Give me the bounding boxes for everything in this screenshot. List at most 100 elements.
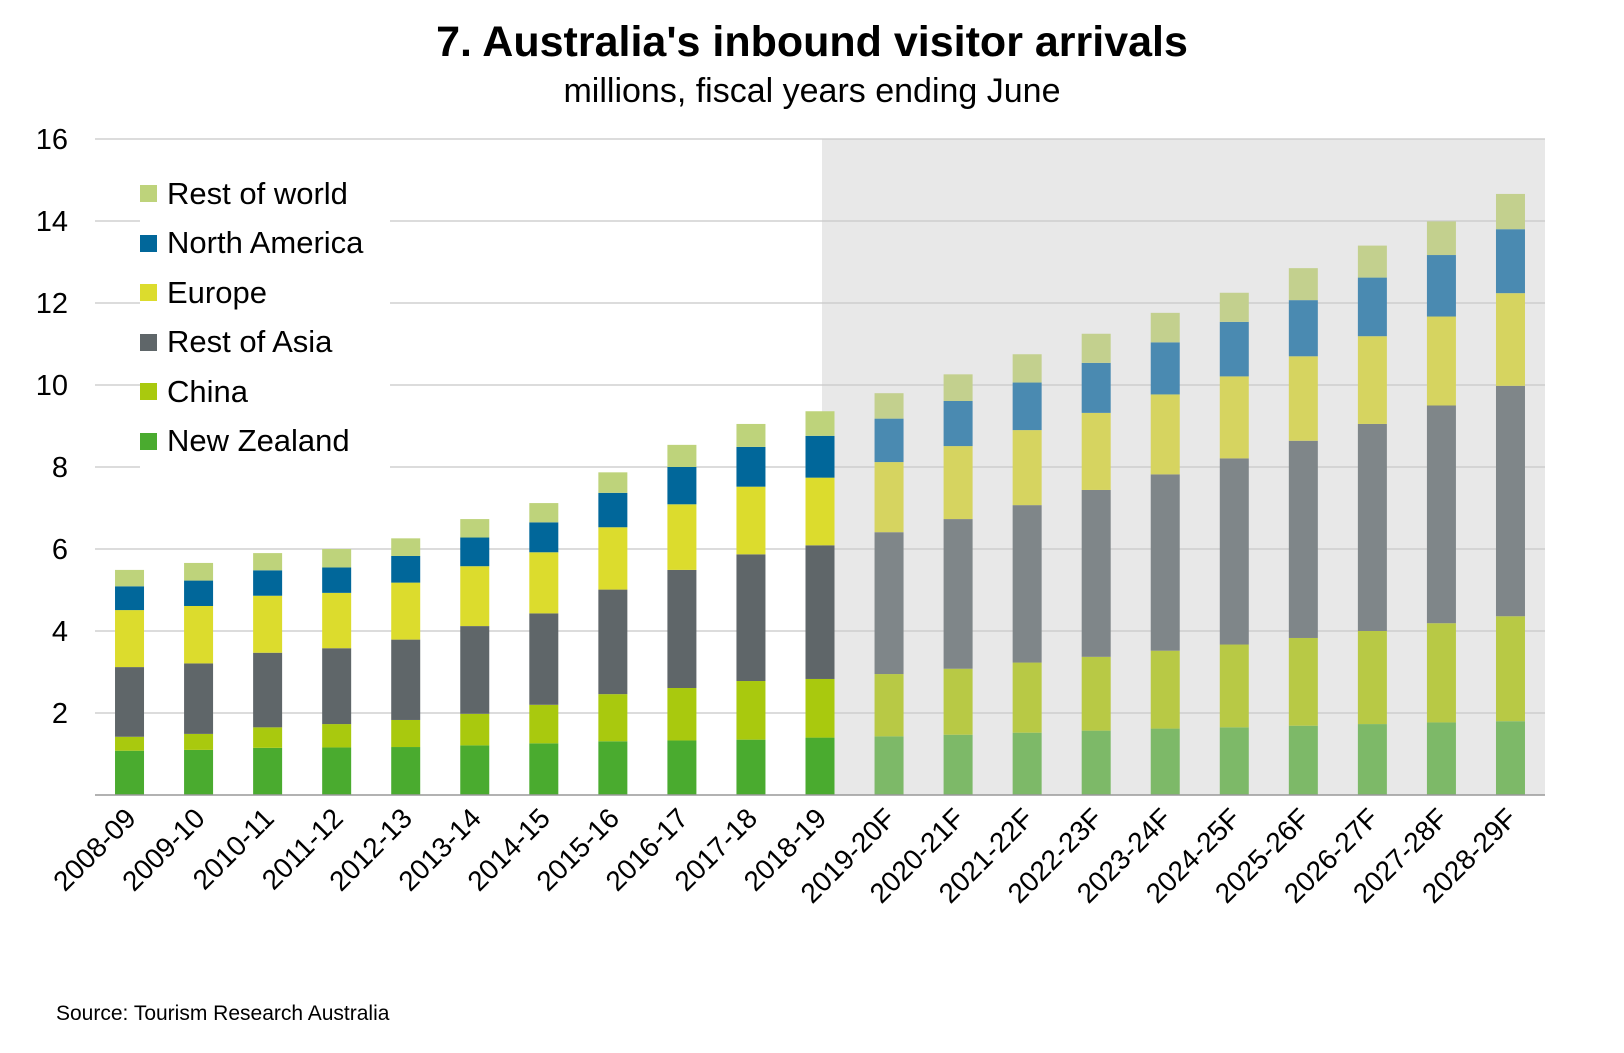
bar-segment-rest-of-world (1150, 312, 1180, 343)
bar-segment-china (667, 687, 697, 741)
legend: Rest of world North America Europe Rest of … (140, 165, 390, 470)
bar-segment-europe (529, 552, 559, 614)
bar-segment-rest-of-world (1219, 292, 1249, 322)
bar-segment-europe (460, 566, 490, 627)
y-tick-label: 2 (52, 698, 68, 730)
bar-segment-rest-of-asia (322, 648, 352, 725)
bar-segment-rest-of-asia (598, 589, 628, 695)
bar-segment-north-america (736, 446, 766, 487)
legend-label: New Zealand (167, 423, 350, 459)
bar-segment-rest-of-world (736, 423, 766, 447)
bar-segment-north-america (667, 467, 697, 505)
bar-segment-new-zealand (736, 739, 766, 795)
bar-segment-china (1357, 631, 1387, 725)
bar-segment-china (1288, 637, 1318, 726)
bar-segment-rest-of-world (253, 553, 283, 571)
bar-segment-china (736, 681, 766, 740)
bar-segment-rest-of-world (1495, 193, 1525, 230)
bar-segment-new-zealand (115, 750, 145, 795)
bar-segment-rest-of-world (1357, 245, 1387, 278)
y-tick-label: 10 (36, 370, 68, 402)
legend-item: New Zealand (140, 417, 390, 467)
legend-swatch (140, 383, 157, 401)
bar-segment-new-zealand (1357, 724, 1387, 795)
bar-segment-rest-of-world (529, 503, 559, 523)
bar-segment-north-america (253, 570, 283, 596)
bar-segment-north-america (598, 492, 628, 528)
bar-segment-new-zealand (460, 745, 490, 795)
bar-segment-new-zealand (391, 747, 421, 795)
bar-segment-rest-of-asia (115, 667, 145, 737)
bar-segment-rest-of-asia (667, 569, 697, 688)
bar-segment-rest-of-world (667, 444, 697, 467)
bar-segment-new-zealand (322, 747, 352, 795)
bar-segment-new-zealand (1012, 732, 1042, 795)
chart-title: 7. Australia's inbound visitor arrivals (436, 18, 1188, 66)
bar-segment-new-zealand (805, 737, 835, 795)
bar-segment-rest-of-world (1081, 333, 1111, 363)
bar-segment-north-america (805, 435, 835, 478)
bar-segment-china (874, 674, 904, 737)
bar-segment-rest-of-asia (874, 532, 904, 675)
bar-segment-rest-of-asia (529, 613, 559, 705)
legend-label: Rest of Asia (167, 324, 333, 360)
bar-segment-europe (1150, 394, 1180, 475)
legend-item: China (140, 367, 390, 417)
bar-segment-rest-of-asia (1495, 385, 1525, 617)
bar-segment-north-america (322, 567, 352, 593)
bar-segment-china (1081, 656, 1111, 731)
bar-segment-north-america (1081, 362, 1111, 413)
bar-segment-china (529, 704, 559, 744)
bar-segment-rest-of-world (805, 411, 835, 436)
bar-segment-rest-of-asia (1357, 423, 1387, 631)
bar-segment-north-america (1219, 321, 1249, 377)
bar-segment-europe (805, 477, 835, 546)
bar-segment-china (391, 719, 421, 748)
bar-segment-north-america (874, 418, 904, 463)
bar-segment-rest-of-world (943, 374, 973, 401)
y-tick-label: 4 (52, 616, 68, 648)
bar-segment-north-america (1012, 382, 1042, 431)
bar-segment-rest-of-asia (805, 545, 835, 679)
bar-segment-china (943, 668, 973, 735)
legend-swatch (140, 185, 157, 203)
bar-segment-new-zealand (667, 740, 697, 795)
bar-segment-europe (667, 504, 697, 570)
bar-segment-rest-of-world (460, 519, 490, 538)
bar-segment-rest-of-asia (184, 663, 214, 734)
legend-swatch (140, 432, 157, 450)
bar-segment-rest-of-world (184, 562, 214, 581)
bar-segment-rest-of-asia (1081, 489, 1111, 657)
bar-segment-north-america (1495, 229, 1525, 294)
bar-segment-north-america (943, 400, 973, 447)
bar-segment-europe (1081, 412, 1111, 490)
legend-label: Europe (167, 274, 267, 310)
bar-segment-europe (736, 486, 766, 555)
bar-segment-new-zealand (1219, 727, 1249, 795)
legend-swatch (140, 333, 157, 351)
bar-segment-china (253, 727, 283, 748)
bar-segment-new-zealand (1426, 722, 1456, 795)
legend-item: Europe (140, 268, 390, 318)
bar-segment-europe (115, 610, 145, 668)
y-tick-label: 14 (36, 206, 68, 238)
bar-segment-china (115, 736, 145, 751)
legend-label: North America (167, 225, 364, 261)
bar-segment-europe (598, 527, 628, 590)
bar-segment-new-zealand (943, 734, 973, 795)
bar-segment-rest-of-asia (1219, 458, 1249, 645)
bar-segment-rest-of-asia (1426, 405, 1456, 624)
bar-segment-north-america (1357, 277, 1387, 337)
bar-segment-rest-of-world (874, 393, 904, 419)
bar-segment-china (805, 678, 835, 738)
bar-segment-rest-of-asia (1012, 505, 1042, 663)
bar-segment-rest-of-asia (253, 652, 283, 728)
bar-segment-europe (391, 582, 421, 640)
legend-swatch (140, 284, 157, 302)
bar-segment-europe (874, 462, 904, 533)
y-tick-label: 16 (36, 124, 68, 156)
bar-segment-rest-of-world (598, 472, 628, 493)
bar-segment-new-zealand (253, 747, 283, 795)
bar-segment-rest-of-asia (736, 554, 766, 682)
